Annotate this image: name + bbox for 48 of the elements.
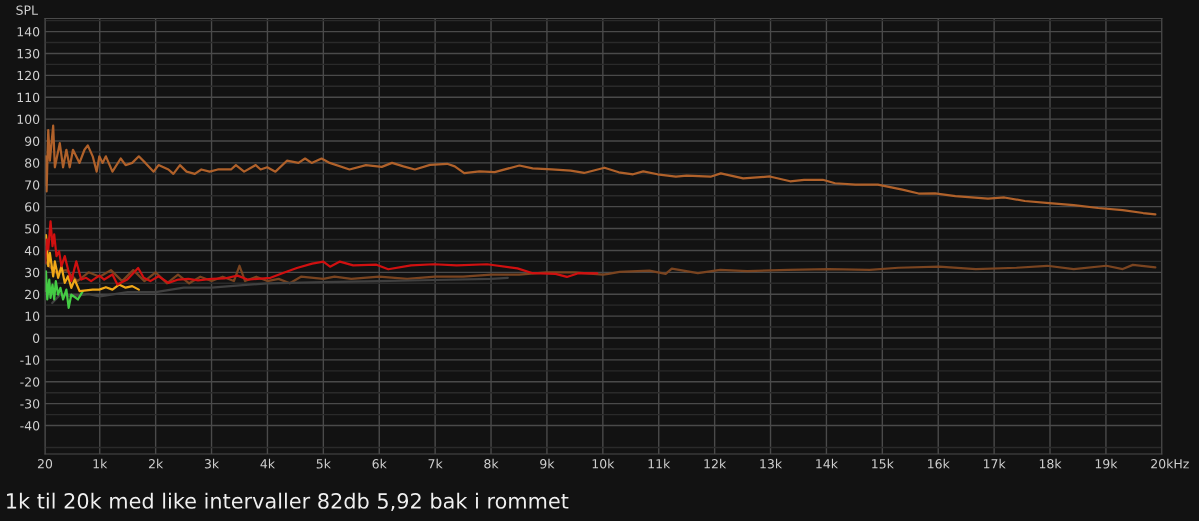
x-tick-label: 1k xyxy=(93,458,108,469)
y-tick-label: 120 xyxy=(17,70,40,81)
y-tick-label: 130 xyxy=(17,48,40,59)
y-tick-label: 90 xyxy=(24,136,40,146)
text: 1k til 20k med like intervaller 82db 5,92 bak i rommet xyxy=(7,492,569,511)
y-tick-label: -10 xyxy=(20,355,40,365)
x-tick-label: 7k xyxy=(428,458,443,469)
x-tick-label: 17k xyxy=(983,458,1006,469)
x-tick-label: 4k xyxy=(260,458,275,469)
y-tick-label: 30 xyxy=(25,267,40,278)
x-tick-label: 3k xyxy=(204,458,220,469)
x-tick-label: 19k xyxy=(1095,458,1118,469)
y-tick-label: 20 xyxy=(25,289,40,300)
x-tick-label: 18k xyxy=(1039,458,1062,469)
y-tick-label: -20 xyxy=(20,377,40,387)
x-tick-label: 13k xyxy=(760,458,783,469)
x-tick-label: 16k xyxy=(928,458,950,469)
x-tick-label: 15k xyxy=(872,458,894,469)
y-tick-label: 80 xyxy=(25,158,40,168)
x-tick-label: 8k xyxy=(484,458,499,469)
y-tick-label: -40 xyxy=(20,421,40,431)
x-tick-label: 14k xyxy=(816,458,838,469)
line-series xyxy=(44,220,599,286)
x-tick-label: 11k xyxy=(648,458,671,469)
x-axis-title: Hz xyxy=(1174,459,1189,469)
y-tick-label: 0 xyxy=(32,333,40,343)
line-series xyxy=(44,260,1157,285)
x-tick-label: 6k xyxy=(372,458,387,469)
x-tick-label: 9k xyxy=(540,458,555,469)
y-tick-label: 60 xyxy=(25,202,40,212)
y-tick-label: 40 xyxy=(24,245,40,256)
x-tick-label: 5k xyxy=(316,458,331,469)
x-tick-label: 12k xyxy=(704,458,727,469)
line-series xyxy=(44,270,84,309)
y-tick-label: 10 xyxy=(25,311,40,322)
y-axis-title: SPL xyxy=(16,5,38,15)
y-tick-label: 100 xyxy=(17,114,40,125)
y-tick-label: 140 xyxy=(17,27,40,37)
y-tick-label: 70 xyxy=(25,180,40,190)
line-series xyxy=(44,124,1157,216)
y-tick-label: 110 xyxy=(17,92,40,103)
x-tick-label: 20 xyxy=(37,459,53,469)
x-tick-label: 2k xyxy=(148,458,164,469)
y-tick-label: 50 xyxy=(25,224,40,234)
line-series xyxy=(44,234,140,293)
x-tick-label: 20k xyxy=(1151,458,1174,469)
y-tick-label: -30 xyxy=(20,399,40,409)
x-tick-label: 10k xyxy=(592,458,615,469)
